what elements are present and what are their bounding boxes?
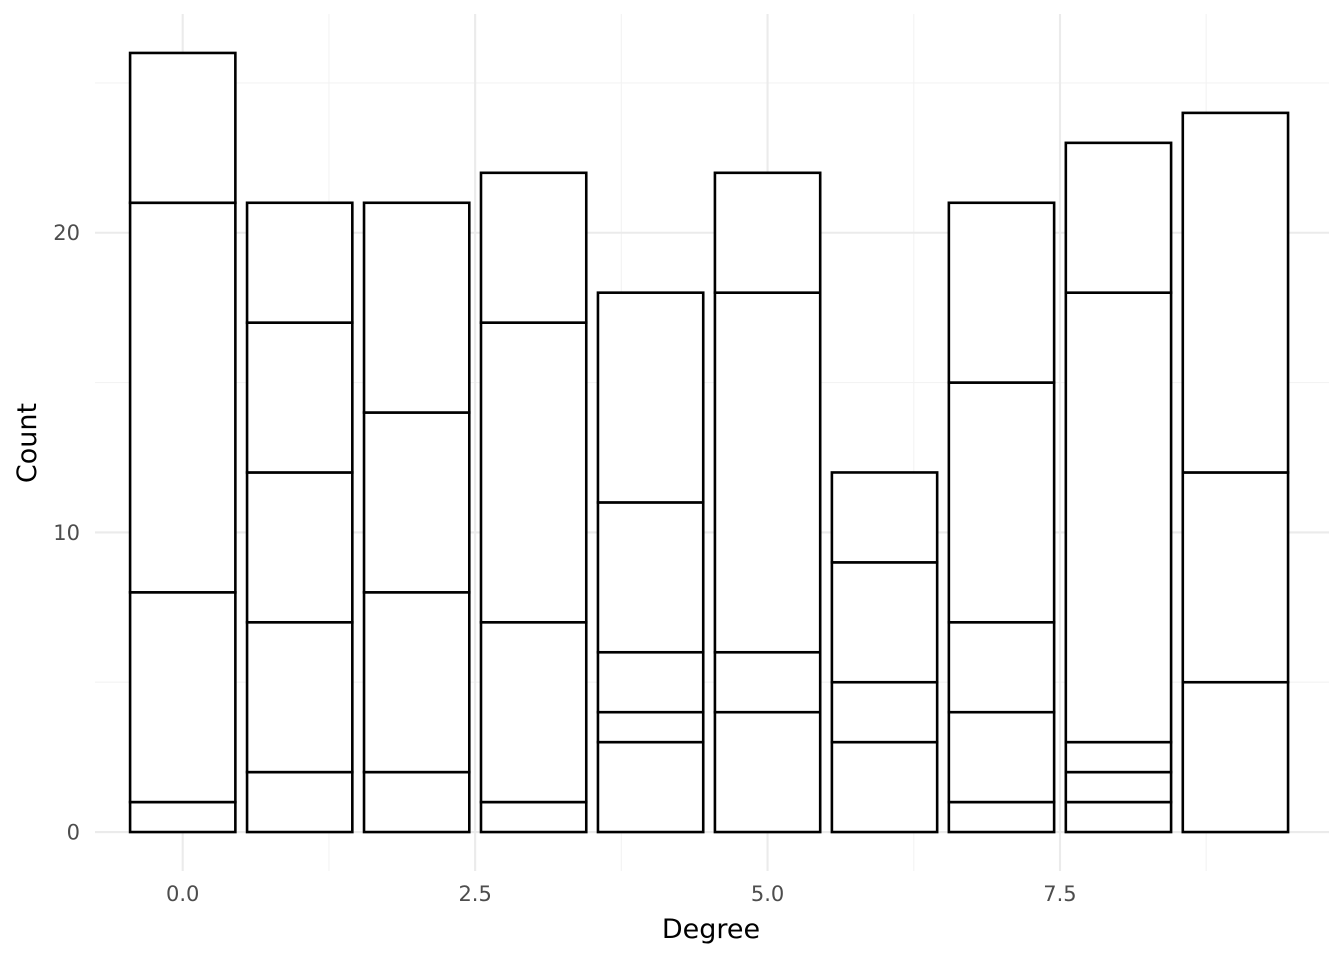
bar-segment	[713, 291, 822, 654]
bar-segment	[1181, 111, 1290, 474]
bar-segment	[1064, 740, 1173, 774]
bar-segment	[1181, 471, 1290, 684]
bar-segment	[596, 650, 705, 714]
bar-segment	[830, 680, 939, 744]
bar-segment	[947, 710, 1056, 804]
bar-2	[362, 201, 471, 834]
bar-0	[128, 51, 237, 834]
bar-segment	[596, 501, 705, 654]
bar-segment	[947, 201, 1056, 384]
bar-segment	[830, 740, 939, 834]
bar-segment	[479, 800, 588, 834]
bar-segment	[1064, 291, 1173, 744]
bar-segment	[596, 291, 705, 504]
bar-segment	[596, 710, 705, 744]
bar-4	[596, 291, 705, 834]
bar-segment	[947, 381, 1056, 624]
bar-1	[245, 201, 354, 834]
y-axis-title: Count	[12, 403, 43, 483]
bar-segment	[830, 471, 939, 564]
bar-segment	[1064, 141, 1173, 294]
y-tick-label: 0	[67, 821, 80, 845]
x-tick-label: 7.5	[1043, 882, 1076, 906]
bar-segment	[1064, 770, 1173, 804]
bar-5	[713, 171, 822, 834]
bar-segment	[830, 561, 939, 684]
bar-segment	[947, 800, 1056, 834]
bars	[128, 51, 1290, 834]
bar-segment	[245, 321, 354, 474]
bar-segment	[362, 411, 471, 594]
bar-segment	[1064, 800, 1173, 834]
bar-segment	[245, 770, 354, 834]
bar-segment	[947, 620, 1056, 714]
bar-3	[479, 171, 588, 834]
bar-segment	[713, 650, 822, 714]
bar-segment	[713, 710, 822, 834]
bar-segment	[713, 171, 822, 294]
bar-segment	[479, 171, 588, 324]
bar-segment	[596, 740, 705, 834]
bar-segment	[245, 201, 354, 324]
bar-segment	[362, 591, 471, 774]
bar-segment	[128, 51, 237, 205]
bar-segment	[128, 800, 237, 834]
x-tick-label: 5.0	[751, 882, 784, 906]
bar-segment	[362, 770, 471, 834]
bar-segment	[245, 471, 354, 624]
bar-segment	[1181, 680, 1290, 834]
bar-segment	[479, 620, 588, 804]
x-tick-label: 2.5	[458, 882, 491, 906]
bar-8	[1064, 141, 1173, 834]
bar-6	[830, 471, 939, 834]
bar-segment	[245, 620, 354, 774]
bar-7	[947, 201, 1056, 834]
bar-9	[1181, 111, 1290, 834]
x-axis-title: Degree	[662, 914, 760, 945]
x-tick-label: 0.0	[166, 882, 199, 906]
y-axis-tick-labels: 0 10 20	[53, 221, 80, 844]
bar-segment	[362, 201, 471, 414]
bar-segment	[128, 591, 237, 804]
x-axis-tick-labels: 0.0 2.5 5.0 7.5	[166, 882, 1077, 906]
y-tick-label: 10	[53, 521, 80, 545]
bar-segment	[479, 321, 588, 624]
y-tick-label: 20	[53, 221, 80, 245]
bar-segment	[128, 201, 237, 594]
